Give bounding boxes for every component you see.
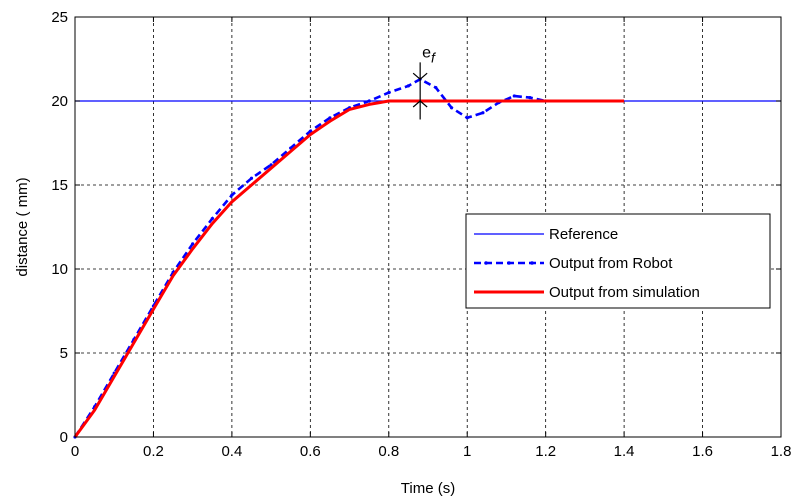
- series-marker-1: [465, 116, 469, 120]
- y-tick-label: 10: [51, 261, 68, 278]
- series-marker-1: [210, 217, 214, 221]
- series-marker-1: [249, 176, 254, 180]
- plot-frame: [74, 16, 782, 438]
- x-tick-label: 0.6: [300, 443, 321, 460]
- series-marker-1: [230, 193, 234, 197]
- x-tick-label: 0.8: [378, 443, 399, 460]
- legend-label-2: Output from simulation: [549, 284, 700, 301]
- legend-label-0: Reference: [549, 226, 618, 243]
- series-marker-1: [528, 96, 532, 100]
- series-marker-1: [449, 106, 454, 110]
- x-tick-label: 1.6: [692, 443, 713, 460]
- error-arrow-bottom: [412, 100, 428, 108]
- series-marker-1: [481, 111, 485, 115]
- series-marker-1: [191, 242, 195, 246]
- annotation-ef-main: e: [422, 44, 431, 61]
- x-tick-label: 1.8: [771, 443, 792, 460]
- legend-label-1: Output from Robot: [549, 255, 673, 272]
- series-marker-1: [434, 85, 438, 90]
- legend-marker: [484, 261, 488, 265]
- legend-marker: [530, 261, 534, 265]
- y-tick-label: 25: [51, 9, 68, 26]
- x-tick-label: 0.2: [143, 443, 164, 460]
- series-layer: [73, 77, 781, 439]
- annotation-layer: ef: [412, 44, 437, 120]
- error-arrow-top: [412, 72, 428, 80]
- series-marker-1: [308, 129, 312, 133]
- tick-layer: 0 0.2 0.4 0.6 0.8 1 1.2 1.4 1.6 1.8 0 5 10 15 20 25: [51, 9, 791, 460]
- x-tick-label: 1.2: [535, 443, 556, 460]
- legend: Reference Output from Robot Output from si…: [465, 213, 771, 309]
- series-marker-1: [512, 94, 516, 98]
- series-marker-1: [406, 84, 410, 88]
- series-marker-1: [328, 116, 332, 120]
- y-tick-label: 5: [60, 345, 68, 362]
- x-tick-label: 1: [463, 443, 471, 460]
- y-tick-label: 15: [51, 177, 68, 194]
- x-axis-label: Time (s): [401, 480, 455, 497]
- x-tick-label: 0.4: [221, 443, 242, 460]
- x-tick-label: 1.4: [614, 443, 635, 460]
- y-tick-label: 20: [51, 93, 68, 110]
- annotation-ef-subscript: f: [431, 49, 437, 65]
- annotation-ef: ef: [422, 44, 437, 65]
- series-marker-1: [387, 91, 391, 95]
- legend-marker: [507, 261, 511, 265]
- series-line-2: [73, 99, 625, 438]
- y-axis-label: distance ( mm): [14, 177, 31, 276]
- series-marker-1: [367, 99, 371, 103]
- x-tick-label: 0: [71, 443, 79, 460]
- y-tick-label: 0: [60, 429, 68, 446]
